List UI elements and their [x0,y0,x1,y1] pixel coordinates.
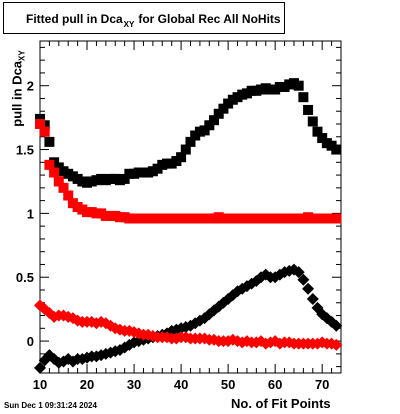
data-point [312,126,323,137]
data-point [218,103,229,114]
data-point [53,176,64,187]
x-tick-label: 70 [315,377,329,392]
data-point [213,108,224,119]
x-tick-label: 20 [80,377,94,392]
axes: 10 20 30 40 50 60 70 0 0.5 1 1.5 2 [16,40,342,392]
title-suffix: for Global Rec All NoHits [138,12,281,26]
data-point [58,182,69,193]
data-point [298,92,309,103]
x-tick-label: 40 [174,377,188,392]
data-point [176,152,187,163]
data-marks [34,78,343,374]
data-point [302,282,315,295]
data-point [317,133,328,144]
timestamp: Sun Dec 1 09:31:24 2024 [4,401,97,410]
x-tick-label: 60 [268,377,282,392]
x-tick-label: 30 [127,377,141,392]
data-point [204,120,215,131]
y-tick-label: 0 [27,334,34,349]
data-point [44,136,55,147]
title-subscript: XY [123,20,135,29]
data-point [35,113,45,124]
data-point [331,144,342,155]
data-point [330,319,343,332]
title-box: Fitted pull in DcaXY for Global Rec All N… [3,2,285,34]
data-point [44,159,55,170]
data-point [199,125,210,136]
data-point [63,190,74,201]
x-tick-label: 50 [221,377,235,392]
data-point [297,273,310,286]
data-point [330,338,343,351]
data-point [119,173,130,184]
x-tick-label: 10 [33,377,47,392]
data-point [180,144,191,155]
data-point [185,136,196,147]
data-point [303,104,314,115]
data-point [34,361,46,374]
data-point [307,116,318,127]
series-0 [35,78,342,188]
y-tick-label: 1.5 [16,143,34,158]
y-tick-label: 0.5 [16,270,34,285]
data-point [293,80,304,91]
y-tick-label: 1 [27,206,34,221]
data-point [292,266,305,279]
chart-title: Fitted pull in DcaXY for Global Rec All N… [26,12,281,29]
data-point [39,126,50,137]
data-point [209,115,220,126]
data-point [331,213,342,224]
series-2 [34,263,343,374]
data-point [49,167,60,178]
data-point [306,292,319,305]
series-1 [35,119,342,224]
data-point [35,119,45,129]
y-tick-label: 2 [27,79,34,94]
series-3 [34,299,343,351]
x-axis-label: No. of Fit Points [231,396,331,411]
title-prefix: Fitted pull in Dca [26,12,123,26]
